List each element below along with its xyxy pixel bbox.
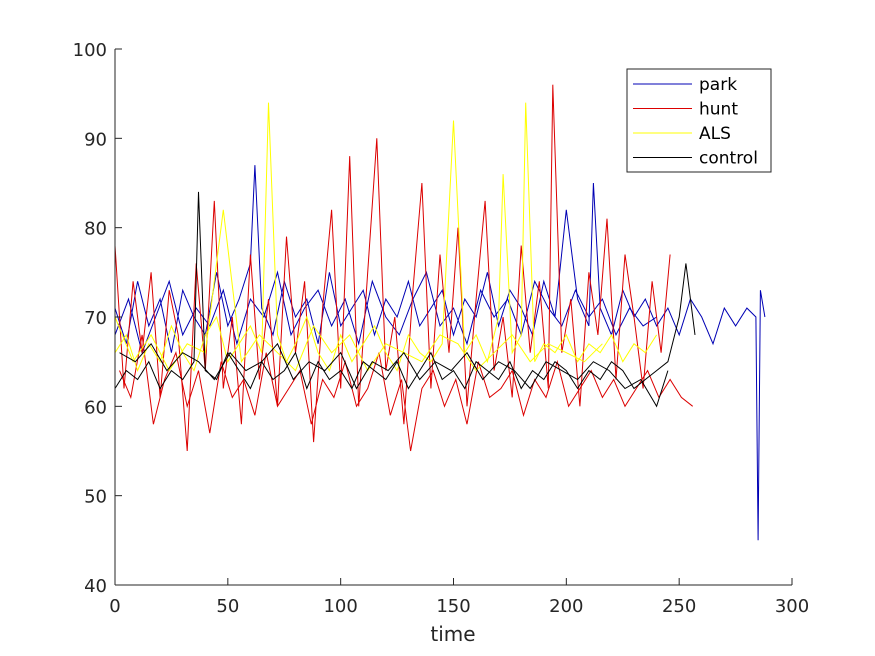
x-tick-label: 300 bbox=[775, 596, 809, 617]
legend-label-ALS: ALS bbox=[699, 124, 731, 144]
y-tick-label: 60 bbox=[84, 397, 107, 418]
series-line-hunt-2 bbox=[119, 334, 694, 452]
x-tick-label: 100 bbox=[323, 596, 357, 617]
axes: 0 50 100 150 200 250 300 40 50 60 70 80 90 100 bbox=[73, 40, 810, 617]
legend-label-park: park bbox=[699, 75, 737, 95]
legend-box bbox=[626, 68, 772, 173]
series-ALS bbox=[115, 102, 658, 373]
series-park bbox=[115, 165, 766, 541]
series-layer bbox=[115, 84, 766, 541]
series-line-ALS-2 bbox=[115, 209, 603, 372]
y-tick-label: 90 bbox=[84, 129, 107, 150]
legend-label-hunt: hunt bbox=[699, 100, 738, 120]
series-line-control-2 bbox=[119, 342, 669, 408]
x-tick-label: 0 bbox=[109, 596, 120, 617]
series-line-control-1 bbox=[115, 191, 696, 390]
series-line-hunt-1 bbox=[115, 84, 671, 452]
x-tick-label: 250 bbox=[662, 596, 696, 617]
series-line-park-1 bbox=[115, 165, 766, 541]
x-tick-label: 200 bbox=[549, 596, 583, 617]
plot-area bbox=[115, 84, 766, 541]
legend-label-control: control bbox=[699, 149, 758, 169]
series-control bbox=[115, 191, 696, 408]
y-tick-label: 100 bbox=[73, 40, 107, 61]
y-tick-label: 70 bbox=[84, 308, 107, 329]
x-tick-label: 50 bbox=[216, 596, 239, 617]
y-tick-label: 50 bbox=[84, 487, 107, 508]
series-line-park-2 bbox=[115, 270, 657, 355]
y-tick-label: 80 bbox=[84, 219, 107, 240]
x-axis-title: time bbox=[430, 622, 475, 646]
series-line-ALS-1 bbox=[115, 102, 658, 373]
y-tick-label: 40 bbox=[84, 576, 107, 597]
legend: park hunt ALS control bbox=[626, 68, 772, 173]
x-tick-label: 150 bbox=[436, 596, 470, 617]
series-hunt bbox=[115, 84, 694, 452]
